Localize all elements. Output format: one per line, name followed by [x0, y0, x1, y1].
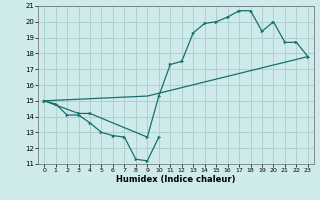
X-axis label: Humidex (Indice chaleur): Humidex (Indice chaleur) — [116, 175, 236, 184]
